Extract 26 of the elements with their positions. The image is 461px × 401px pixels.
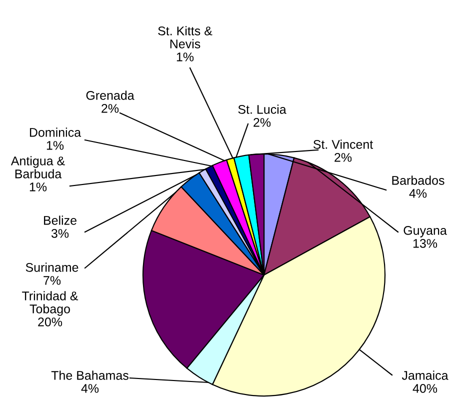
slice-label: Jamaica: [402, 370, 448, 380]
data-label: 4%: [81, 384, 99, 393]
data-label: 1%: [30, 182, 47, 192]
data-label: 4%: [409, 189, 427, 198]
slice-label: Grenada: [86, 90, 134, 100]
data-label: 1%: [46, 141, 64, 150]
slice-label: Barbados: [392, 176, 444, 185]
slice-label: Antigua & Barbuda: [10, 156, 65, 178]
slice-label: Belize: [44, 216, 76, 225]
slice-label: Guyana: [404, 226, 447, 238]
slice-label: Trinidad & Tobago: [22, 291, 78, 316]
data-label: 2%: [102, 104, 119, 113]
slice-label: St. Vincent: [313, 140, 374, 149]
data-label: 1%: [176, 52, 194, 62]
data-label: 40%: [412, 384, 438, 393]
data-label: 7%: [44, 276, 61, 285]
slice-label: Suriname: [26, 262, 78, 272]
slice-label: St. Kitts & Nevis: [158, 26, 212, 48]
slice-label: St. Lucia: [238, 104, 286, 114]
data-label: 20%: [38, 318, 62, 326]
slice-label: Dominica: [30, 128, 82, 137]
slice-label: The Bahamas: [51, 370, 128, 380]
data-label: 13%: [413, 239, 438, 248]
data-label: 2%: [254, 118, 271, 127]
data-label: 2%: [334, 153, 352, 162]
data-label: 3%: [51, 229, 69, 238]
